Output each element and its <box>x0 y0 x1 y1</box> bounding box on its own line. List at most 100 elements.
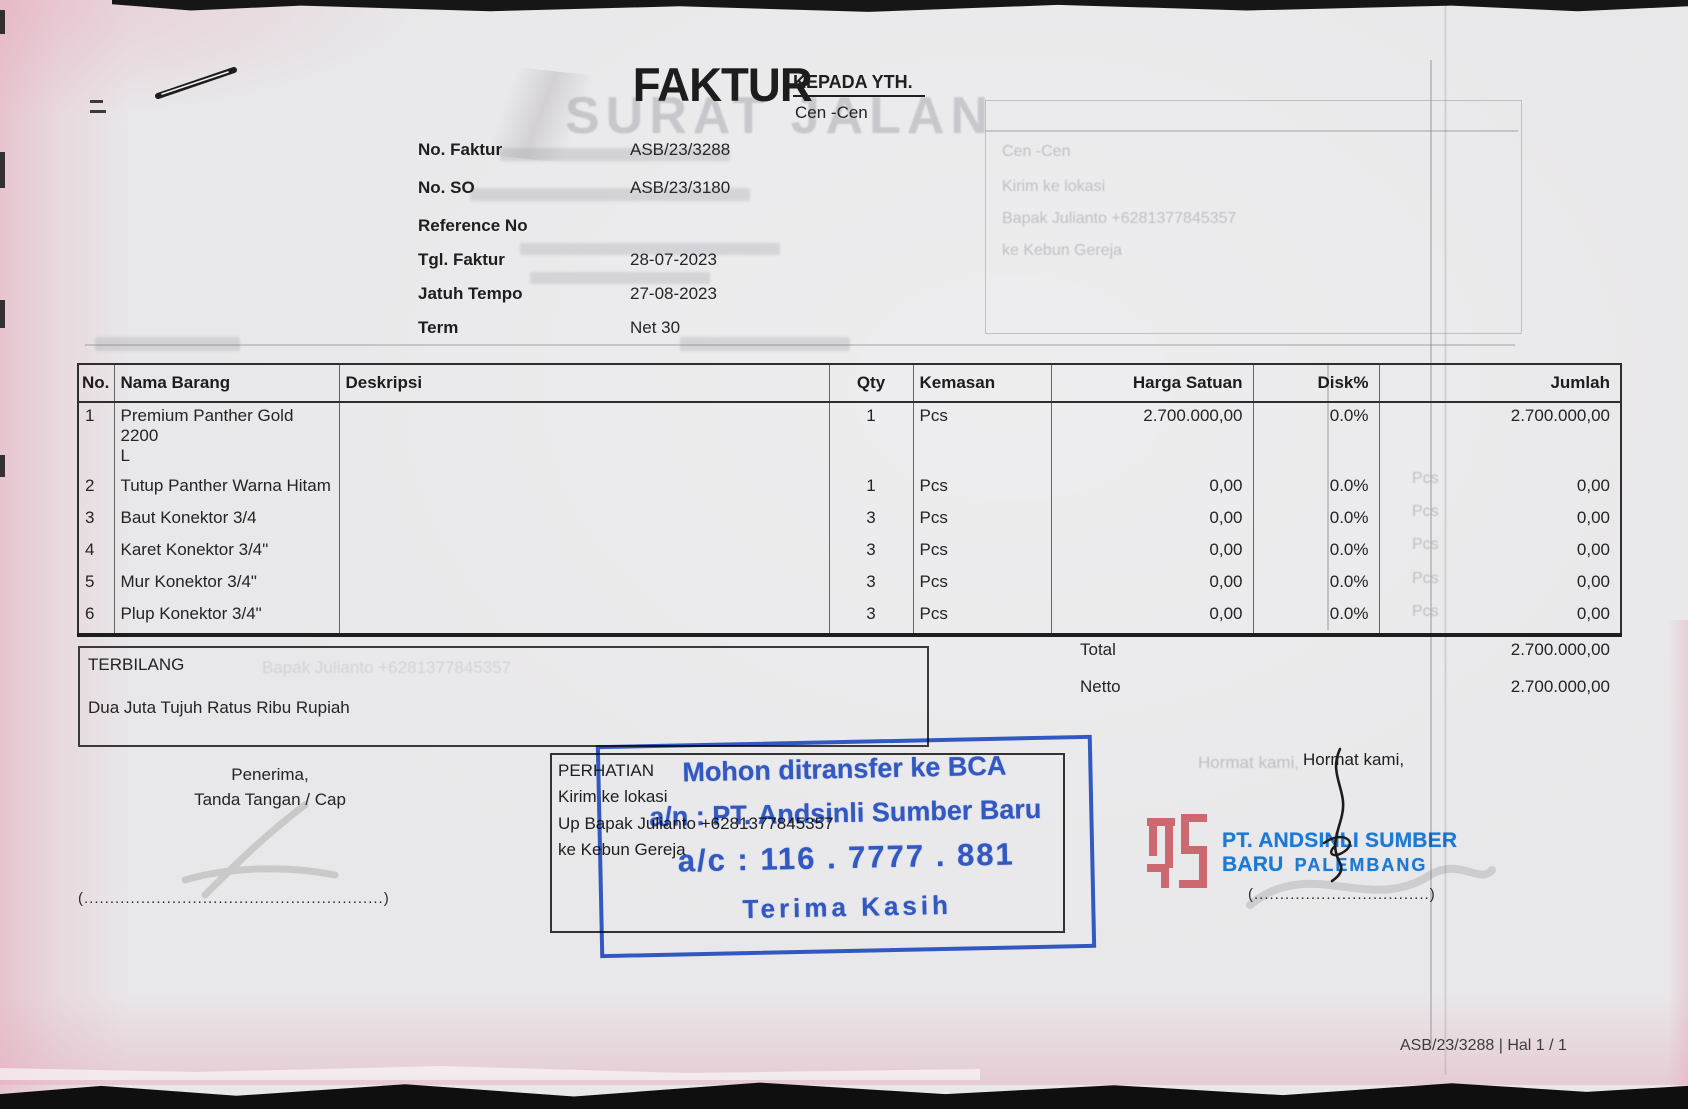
cell-qty: 3 <box>828 505 913 537</box>
cell-qty: 3 <box>828 569 913 601</box>
terbilang-label: TERBILANG <box>88 655 185 674</box>
netto-label: Netto <box>1080 677 1121 696</box>
company-stamp-city: PALEMBANG <box>1294 855 1428 875</box>
meta-row-no-faktur: No. Faktur ASB/23/3288 <box>418 140 730 160</box>
table-row: 6 Plup Konektor 3/4" 3 Pcs 0,00 0.0% 0,0… <box>77 601 1621 635</box>
ghost-text-contact: Bapak Julianto +6281377845357 <box>1002 210 1237 227</box>
cell-kemasan: Pcs <box>912 473 1051 505</box>
perhatian-line-3: ke Kebun Gereja <box>558 840 686 859</box>
cell-harga: 0,00 <box>1050 505 1253 537</box>
meta-label: Reference No <box>418 216 528 235</box>
cell-qty: 1 <box>828 402 913 473</box>
page-footer-reference: ASB/23/3288 | Hal 1 / 1 <box>1400 1037 1567 1054</box>
cell-kemasan: Pcs <box>912 505 1051 537</box>
col-header-disk: Disk% <box>1252 364 1379 403</box>
table-header-row: No. Nama Barang Deskripsi Qty Kemasan Ha… <box>77 364 1621 403</box>
col-header-deskripsi: Deskripsi <box>338 364 829 403</box>
col-header-harga-satuan: Harga Satuan <box>1050 364 1253 403</box>
meta-row-jatuh-tempo: Jatuh Tempo 27-08-2023 <box>418 284 717 304</box>
cell-kemasan: Pcs <box>912 402 1051 473</box>
cell-no: 5 <box>77 569 114 601</box>
scan-edge-mark <box>0 10 5 34</box>
scan-edge-mark <box>0 455 5 477</box>
meta-value: ASB/23/3288 <box>630 140 731 159</box>
cell-disk: 0.0% <box>1252 569 1379 601</box>
stamp-line-transfer: Mohon ditransfer ke BCA <box>682 750 1007 788</box>
recipient-name: Cen -Cen <box>795 103 868 122</box>
cell-nama: Karet Konektor 3/4" <box>113 537 339 569</box>
cell-harga: 0,00 <box>1050 569 1253 601</box>
table-row: 1 Premium Panther Gold 2200 L 1 Pcs 2.70… <box>77 402 1621 473</box>
meta-label: No. SO <box>418 178 475 197</box>
cell-disk: 0.0% <box>1252 537 1379 569</box>
cell-deskripsi <box>338 473 829 505</box>
cell-deskripsi <box>338 537 829 569</box>
cell-nama: Premium Panther Gold 2200 L <box>113 402 339 473</box>
cell-disk: 0.0% <box>1252 505 1379 537</box>
cell-harga: 0,00 <box>1050 473 1253 505</box>
paper-pink-tint-right <box>1668 620 1688 1090</box>
cell-jumlah: 0,00 <box>1378 569 1621 601</box>
company-stamp-name: PT. ANDSINLI SUMBER BARU <box>1222 829 1458 876</box>
table-row: 3 Baut Konektor 3/4 3 Pcs 0,00 0.0% 0,00 <box>77 505 1621 537</box>
perhatian-line-1: Kirim ke lokasi <box>558 787 668 806</box>
cell-deskripsi <box>338 402 829 473</box>
staple-mark <box>155 67 237 99</box>
document-title: FAKTUR <box>632 58 813 111</box>
ghost-line <box>986 130 1518 132</box>
sender-signature-line: (..................................) <box>1248 886 1436 903</box>
meta-label: Jatuh Tempo <box>418 284 523 303</box>
sender-signature-label: Hormat kami, <box>1303 750 1405 769</box>
recipient-label: KEPADA YTH. <box>793 72 925 97</box>
total-value: 2.700.000,00 <box>1510 640 1610 659</box>
pen-mark <box>90 110 106 113</box>
ghost-smudge <box>500 148 730 161</box>
cell-disk: 0.0% <box>1252 601 1379 635</box>
ghost-smudge <box>520 243 780 255</box>
cell-nama: Plup Konektor 3/4" <box>113 601 339 635</box>
meta-label: No. Faktur <box>418 140 503 159</box>
scan-edge-mark <box>0 300 5 328</box>
ghost-text-overlay: Bapak Julianto +6281377845357 <box>262 658 512 677</box>
scan-edge-mark <box>0 152 5 188</box>
ghost-text-location: Kirim ke lokasi <box>1002 178 1106 195</box>
cell-deskripsi <box>338 569 829 601</box>
col-header-no: No. <box>77 364 114 403</box>
table-row: 4 Karet Konektor 3/4" 3 Pcs 0,00 0.0% 0,… <box>77 537 1621 569</box>
terbilang-amount-in-words: Dua Juta Tujuh Ratus Ribu Rupiah <box>88 698 350 717</box>
perhatian-box <box>550 753 1065 933</box>
meta-value: 27-08-2023 <box>630 284 717 303</box>
cell-qty: 3 <box>828 601 913 635</box>
cell-no: 6 <box>77 601 114 635</box>
meta-row-no-so: No. SO ASB/23/3180 <box>418 178 730 198</box>
ghost-signature-stroke <box>181 801 339 899</box>
pen-signature-stroke <box>1322 747 1351 883</box>
cell-nama: Tutup Panther Warna Hitam <box>113 473 339 505</box>
meta-row-reference-no: Reference No <box>418 216 630 236</box>
pen-mark <box>90 100 103 103</box>
col-header-qty: Qty <box>828 364 913 403</box>
col-header-nama-barang: Nama Barang <box>113 364 339 403</box>
cell-qty: 3 <box>828 537 913 569</box>
meta-row-tgl-faktur: Tgl. Faktur 28-07-2023 <box>418 250 717 270</box>
company-seal-logo <box>1147 814 1207 888</box>
ghost-line <box>85 344 1515 346</box>
cell-kemasan: Pcs <box>912 601 1051 635</box>
ghost-recipient-box <box>985 100 1522 334</box>
scan-edge-top <box>112 0 1688 12</box>
cell-kemasan: Pcs <box>912 569 1051 601</box>
cell-qty: 1 <box>828 473 913 505</box>
cell-disk: 0.0% <box>1252 473 1379 505</box>
cell-deskripsi <box>338 601 829 635</box>
perhatian-title: PERHATIAN <box>558 761 655 780</box>
cell-no: 4 <box>77 537 114 569</box>
cell-no: 1 <box>77 402 114 473</box>
cell-nama: Mur Konektor 3/4" <box>113 569 339 601</box>
col-header-jumlah: Jumlah <box>1378 364 1621 403</box>
ghost-smudge <box>95 337 240 351</box>
ghost-text-hormat: Hormat kami, <box>1198 753 1300 772</box>
cell-no: 3 <box>77 505 114 537</box>
meta-label: Tgl. Faktur <box>418 250 505 269</box>
ghost-smudge <box>680 337 850 351</box>
